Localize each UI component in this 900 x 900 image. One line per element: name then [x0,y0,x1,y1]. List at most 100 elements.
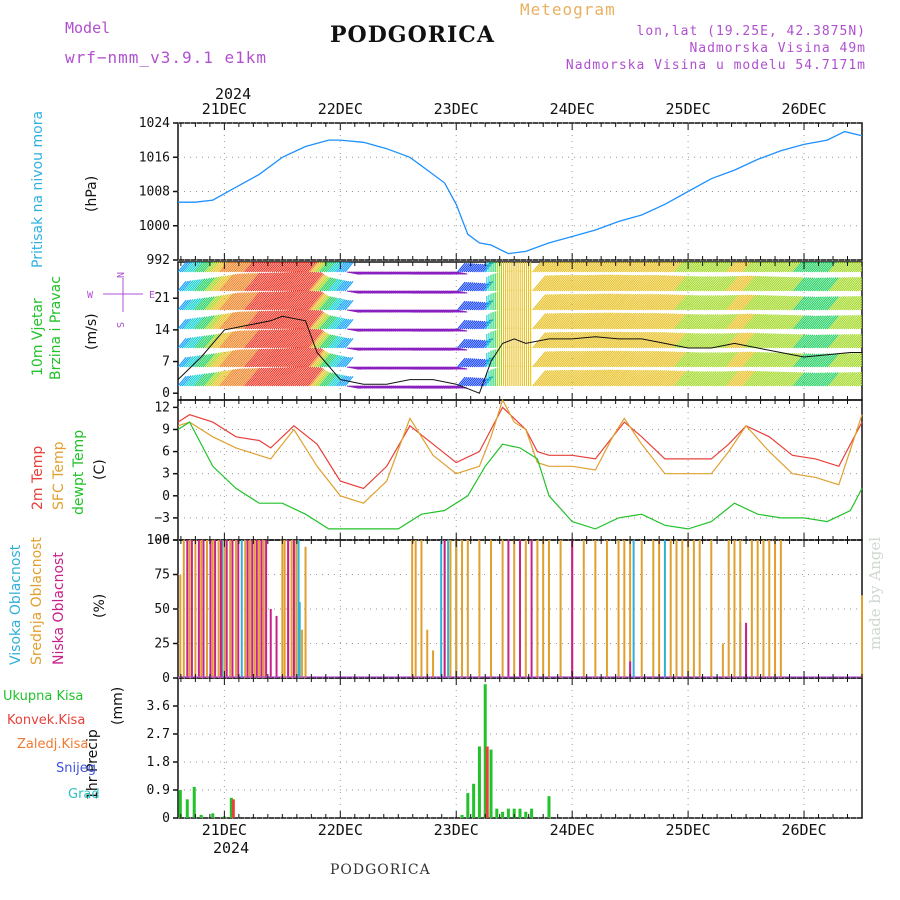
ytick-label-wind: 7 [162,355,170,370]
wind-arrow [713,295,728,311]
wind-arrow [200,296,213,311]
wind-arrow [194,297,206,311]
model-label: Model [65,19,111,37]
wind-arrow [857,266,862,273]
wind-arrow [231,368,248,387]
wind-arrow [857,361,862,368]
wind-arrow [820,315,833,330]
ytick-label-cloud: 50 [154,602,170,617]
wind-arrow [576,331,591,349]
wind-arrow [626,350,641,368]
wind-arrow [730,370,745,387]
wind-arrow [321,334,334,349]
wind-arrow [549,350,564,368]
wind-arrow [471,377,480,387]
wind-arrow [263,329,280,349]
wind-arrow [607,262,617,273]
wind-arrow [590,312,606,330]
wind-arrow [749,332,763,349]
wind-arrow [715,351,730,368]
wind-arrow [336,280,346,292]
wind-arrow [202,296,215,311]
wind-arrow [194,316,206,330]
wind-arrow [240,272,256,292]
wind-arrow [196,335,208,349]
wind-arrow [761,314,775,330]
wind-arrow [811,277,824,292]
wind-arrow [653,294,668,311]
wind-arrow [588,312,604,330]
wind-arrow [223,273,239,292]
wind-arrow [832,372,846,387]
wind-arrow [332,336,343,349]
wind-arrow [853,375,862,387]
wind-arrow [849,295,862,311]
wind-arrow [258,348,276,368]
wind-arrow [246,262,256,273]
wind-arrow [461,338,470,349]
wind-arrow [553,350,568,368]
wind-arrow [290,366,308,387]
wind-arrow [586,331,601,349]
wind-arrow [576,274,591,292]
wind-arrow [208,314,222,330]
wind-arrow [607,274,622,292]
wind-arrow [304,366,322,387]
wind-arrow [538,262,549,273]
wind-arrow [690,352,704,368]
wind-arrow [747,332,761,349]
wind-arrow [611,312,626,330]
wind-arrow [321,353,334,368]
wind-arrow [574,312,589,330]
wind-arrow [574,274,589,292]
wind-arrow [463,320,472,330]
wind-arrow [233,292,250,311]
wind-arrow [686,276,700,292]
wind-arrow [667,370,682,387]
wind-arrow [536,275,551,292]
wind-arrow [759,352,773,368]
wind-arrow [651,351,666,368]
wind-arrow [196,278,208,292]
wind-arrow [743,262,753,273]
wind-arrow [843,276,856,292]
wind-arrow [190,336,201,349]
wind-arrow [811,372,824,387]
wind-arrow [210,351,225,368]
wind-arrow [198,296,211,311]
wind-arrow [657,351,672,368]
wind-arrow [686,371,700,387]
wind-arrow [279,290,297,311]
wind-arrow [782,276,796,292]
wind-arrow [231,262,242,273]
ytick-label-precip: 0.9 [147,783,170,798]
ytick-label-precip: 2.7 [147,727,170,742]
wind-arrow [475,320,484,330]
wind-arrow [223,349,239,368]
wind-arrow [672,370,686,387]
wind-arrow [688,371,702,387]
wind-arrow [678,370,692,387]
wind-arrow [200,353,213,368]
wind-arrow [778,314,792,330]
wind-arrow [327,354,339,368]
compass-south: S [114,322,125,328]
wind-arrow [845,276,858,292]
wind-arrow [217,369,232,387]
wind-arrow [682,262,693,273]
wind-arrow [647,312,662,330]
wind-arrow [778,371,792,387]
wind-arrow [540,369,555,387]
wind-arrow [185,279,196,292]
wind-arrow [749,313,763,330]
wind-arrow [688,295,702,311]
wind-arrow [319,296,332,311]
wind-arrow [588,369,604,387]
ytick-label-pressure: 1000 [139,219,170,234]
wind-arrow [304,328,322,349]
wind-arrow [463,339,472,349]
wind-arrow [313,332,327,349]
wind-arrow [655,275,670,292]
wind-arrow [772,314,785,330]
wind-arrow [210,370,225,387]
